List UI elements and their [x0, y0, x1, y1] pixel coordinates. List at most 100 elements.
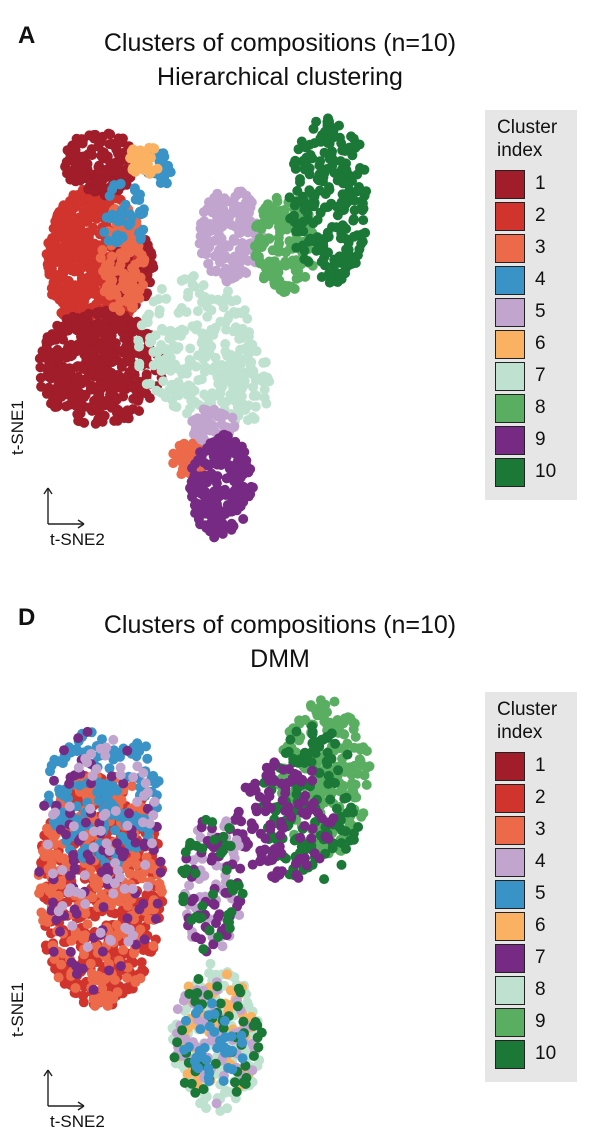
scatter-point-cluster-5 — [97, 734, 107, 745]
scatter-point-cluster-10 — [324, 116, 334, 127]
scatter-point-cluster-4 — [123, 936, 134, 947]
scatter-point-cluster-10 — [190, 1087, 201, 1098]
scatter-point-cluster-5 — [92, 787, 103, 798]
scatter-point-cluster-5 — [204, 1021, 215, 1032]
scatter-point-cluster-4 — [138, 208, 149, 219]
scatter-point-cluster-7 — [274, 869, 285, 880]
scatter-point-cluster-7 — [228, 307, 239, 317]
legend-swatch — [495, 943, 525, 973]
scatter-point-cluster-7 — [48, 897, 58, 908]
legend-entries: 1 2 3 4 5 6 7 8 9 10 — [495, 750, 556, 1070]
scatter-point-cluster-7 — [215, 372, 226, 383]
scatter-point-cluster-9 — [239, 447, 250, 457]
legend-label: 7 — [535, 947, 546, 968]
scatter-point-cluster-5 — [196, 248, 207, 259]
scatter-point-cluster-7 — [148, 347, 159, 357]
scatter-point-cluster-4 — [67, 920, 78, 931]
axis-arrow — [43, 1069, 49, 1077]
scatter-point-cluster-5 — [150, 778, 161, 789]
scatter-point-cluster-7 — [73, 733, 84, 744]
legend-title-line: Cluster — [497, 117, 558, 138]
scatter-point-cluster-7 — [221, 292, 232, 302]
scatter-point-cluster-10 — [341, 165, 352, 176]
scatter-point-cluster-10 — [315, 156, 326, 167]
scatter-point-cluster-4 — [108, 888, 119, 899]
scatter-point-cluster-7 — [155, 856, 166, 867]
scatter-point-cluster-7 — [289, 768, 300, 779]
scatter-point-cluster-4 — [105, 213, 116, 224]
scatter-point-cluster-7 — [246, 357, 257, 368]
scatter-point-cluster-4 — [143, 881, 153, 892]
scatter-point-cluster-3 — [118, 945, 129, 955]
chart-title: Clusters of compositions (n=10) — [103, 611, 457, 639]
scatter-point-cluster-7 — [55, 926, 65, 937]
legend-entries: 1 2 3 4 5 6 7 8 9 10 — [495, 168, 556, 488]
scatter-point-cluster-8 — [211, 969, 221, 980]
legend-entry-9: 9 — [495, 424, 556, 456]
scatter-point-cluster-4 — [95, 927, 106, 938]
scatter-point-cluster-3 — [135, 924, 146, 935]
scatter-point-cluster-9 — [349, 718, 360, 729]
scatter-point-cluster-7 — [196, 374, 207, 385]
scatter-point-cluster-7 — [148, 296, 159, 307]
scatter-point-cluster-10 — [232, 1001, 243, 1012]
scatter-point-cluster-1 — [75, 315, 86, 326]
scatter-point-cluster-10 — [172, 1037, 183, 1048]
scatter-point-cluster-1 — [94, 160, 105, 171]
scatter-point-cluster-3 — [104, 258, 115, 269]
scatter-point-cluster-10 — [319, 147, 330, 158]
scatter-point-cluster-4 — [138, 768, 149, 778]
legend-swatch — [495, 297, 525, 327]
scatter-point-cluster-5 — [198, 404, 209, 415]
scatter-point-cluster-7 — [164, 333, 175, 344]
scatter-point-cluster-7 — [97, 946, 108, 957]
scatter-point-cluster-6 — [130, 166, 141, 177]
scatter-point-cluster-7 — [230, 390, 241, 401]
legend-label: 8 — [535, 397, 546, 418]
scatter-point-cluster-10 — [293, 757, 304, 768]
scatter-point-cluster-10 — [326, 753, 337, 764]
scatter-point-cluster-5 — [219, 1016, 230, 1026]
scatter-point-cluster-1 — [111, 157, 122, 168]
scatter-point-cluster-7 — [115, 961, 126, 972]
scatter-point-cluster-7 — [225, 358, 236, 369]
legend-title-line: index — [497, 140, 543, 161]
scatter-point-cluster-10 — [307, 189, 318, 199]
scatter-point-cluster-8 — [219, 1087, 230, 1098]
scatter-point-cluster-1 — [144, 393, 155, 403]
scatter-point-cluster-3 — [82, 919, 93, 930]
scatter-point-cluster-9 — [319, 714, 330, 725]
scatter-point-cluster-4 — [85, 803, 96, 814]
scatter-point-cluster-10 — [224, 823, 235, 833]
scatter-point-cluster-4 — [161, 178, 172, 189]
x-axis-label: t-SNE2 — [50, 1112, 105, 1131]
scatter-point-cluster-5 — [229, 422, 239, 433]
scatter-point-cluster-6 — [182, 1069, 193, 1080]
scatter-point-cluster-10 — [331, 803, 342, 814]
scatter-point-cluster-7 — [307, 775, 318, 786]
scatter-point-cluster-5 — [209, 1009, 220, 1020]
scatter-point-cluster-10 — [307, 738, 318, 749]
scatter-point-cluster-9 — [226, 446, 237, 457]
scatter-point-cluster-10 — [250, 1017, 261, 1027]
legend-label: 9 — [535, 429, 546, 450]
scatter-point-cluster-9 — [347, 785, 358, 796]
scatter-point-cluster-10 — [304, 169, 315, 180]
scatter-point-cluster-7 — [136, 320, 147, 331]
scatter-point-cluster-7 — [152, 898, 163, 909]
scatter-point-cluster-9 — [315, 707, 325, 718]
scatter-point-cluster-7 — [161, 344, 172, 354]
scatter-point-cluster-7 — [306, 833, 317, 844]
scatter-point-cluster-10 — [350, 258, 361, 268]
legend-swatch — [495, 329, 525, 359]
scatter-point-cluster-1 — [112, 393, 123, 404]
legend-swatch — [495, 783, 525, 813]
scatter-point-cluster-4 — [142, 787, 153, 798]
legend-label: 3 — [535, 819, 546, 840]
scatter-point-cluster-1 — [122, 343, 133, 354]
scatter-point-cluster-9 — [238, 514, 249, 524]
scatter-point-cluster-7 — [314, 853, 325, 864]
scatter-point-cluster-10 — [331, 222, 342, 233]
scatter-point-cluster-9 — [211, 436, 222, 446]
scatter-point-cluster-10 — [280, 748, 291, 759]
